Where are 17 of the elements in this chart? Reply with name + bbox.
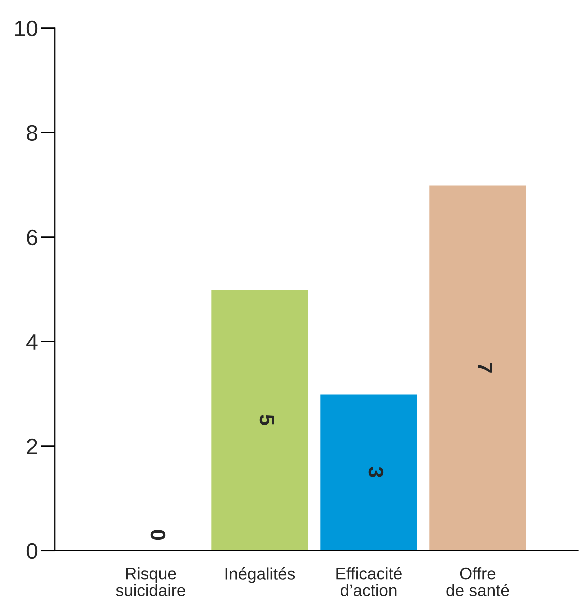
y-tick-label: 0 bbox=[26, 543, 38, 560]
y-tick-label: 10 bbox=[15, 20, 38, 37]
bar bbox=[428, 184, 528, 551]
bar bbox=[210, 288, 310, 551]
data-label: 0 bbox=[150, 530, 166, 540]
y-tick-label: 6 bbox=[27, 230, 38, 246]
data-label: 3 bbox=[368, 467, 384, 478]
bar bbox=[319, 393, 419, 551]
x-tick-label: Efficacité d’action bbox=[336, 567, 402, 596]
y-tick-label: 4 bbox=[26, 334, 38, 350]
x-tick-label: Inégalités bbox=[226, 567, 296, 584]
y-tick-label: 8 bbox=[27, 125, 38, 142]
x-tick-label: Offre de santé bbox=[446, 568, 510, 596]
data-label: 5 bbox=[260, 415, 274, 426]
y-tick-label: 2 bbox=[27, 438, 38, 454]
data-label: 7 bbox=[478, 363, 492, 373]
x-tick-label: Risque suicidaire bbox=[116, 567, 186, 596]
